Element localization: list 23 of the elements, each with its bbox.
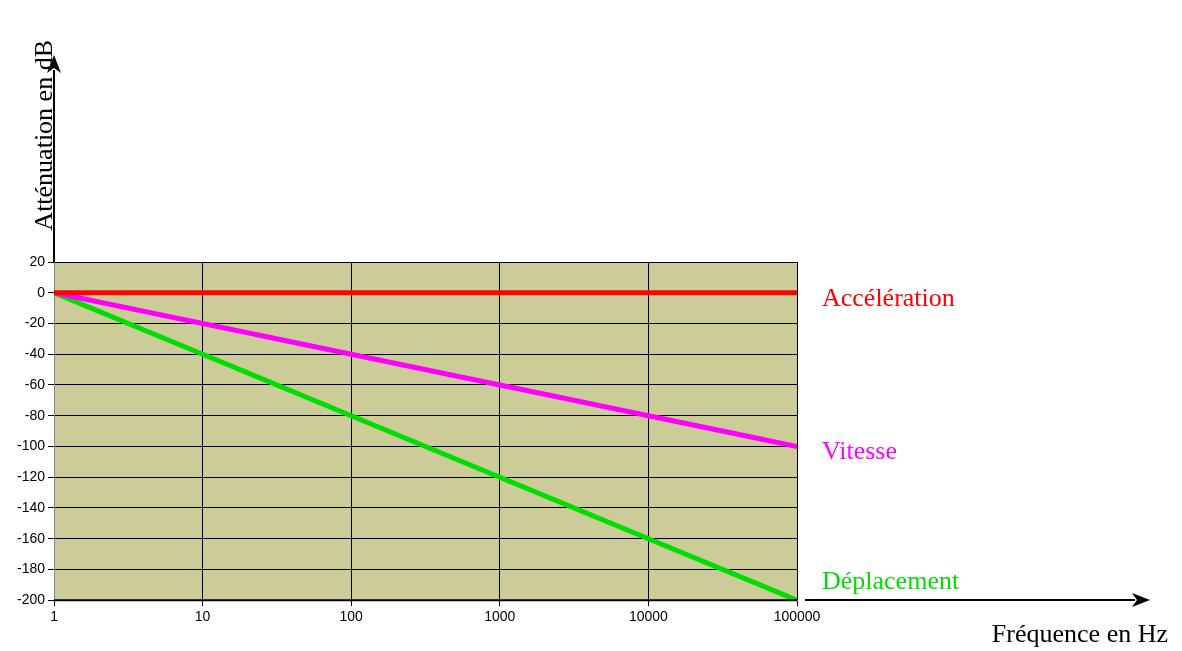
y-tick-label: -120 bbox=[16, 468, 46, 485]
y-tick-label: -80 bbox=[24, 406, 46, 423]
x-tick-label: 1 bbox=[50, 608, 59, 625]
x-tick-label: 100 bbox=[339, 608, 364, 625]
y-tick-label: -180 bbox=[16, 560, 46, 577]
x-tick-label: 100000 bbox=[773, 608, 821, 625]
y-tick-label: -140 bbox=[16, 498, 46, 515]
x-tick-label: 10000 bbox=[628, 608, 669, 625]
y-tick-label: -60 bbox=[24, 375, 46, 392]
series-label: Déplacement bbox=[822, 566, 960, 596]
y-tick-label: -100 bbox=[16, 437, 46, 454]
x-tick-label: 10 bbox=[194, 608, 211, 625]
series-label: Vitesse bbox=[822, 436, 897, 466]
y-tick-label: -20 bbox=[24, 314, 46, 331]
y-axis-title: Atténuation en dB bbox=[29, 40, 58, 231]
y-tick-label: -40 bbox=[24, 345, 46, 362]
y-tick-label: -200 bbox=[16, 591, 46, 608]
y-tick-label: -160 bbox=[16, 529, 46, 546]
x-tick-label: 1000 bbox=[484, 608, 516, 625]
y-tick-label: 20 bbox=[29, 252, 46, 269]
series-label: Accélération bbox=[822, 282, 955, 312]
text: Fréquence en Hz bbox=[991, 619, 1168, 648]
y-tick-label: 0 bbox=[37, 283, 46, 300]
